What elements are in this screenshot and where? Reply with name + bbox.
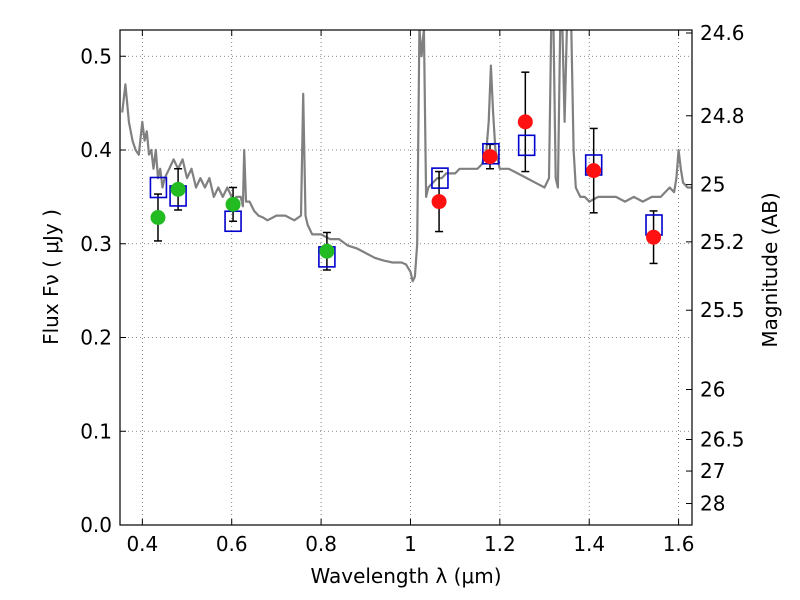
x-axis-title: Wavelength λ (μm) (310, 564, 501, 588)
grid-lines (120, 30, 692, 526)
x-tick-label: 1.4 (573, 532, 605, 556)
observed-point-marker (225, 196, 241, 212)
x-tick-label: 1.2 (484, 532, 516, 556)
right-tick-label: 25.5 (700, 298, 745, 322)
right-tick-label: 28 (700, 492, 725, 516)
right-tick-label: 24.8 (700, 104, 745, 128)
x-tick-label: 0.8 (305, 532, 337, 556)
markers-layer (149, 114, 663, 268)
x-tick-label: 0.4 (126, 532, 158, 556)
x-tick-label: 1 (404, 532, 417, 556)
observed-point-marker (586, 163, 602, 179)
observed-point-marker (150, 210, 166, 225)
plot-frame (119, 29, 693, 526)
y-tick-label: 0.1 (80, 419, 112, 443)
right-axis-title: Magnitude (AB) (758, 192, 782, 347)
observed-point-marker (482, 149, 498, 165)
ticks-layer: 0.4 0.6 0.8 1 1.2 1.4 1.6 0.0 0.1 0.2 0.3 0.4 0.5 24.… (80, 21, 744, 556)
y-tick-label: 0.4 (80, 138, 112, 162)
y-tick-label: 0.5 (80, 44, 112, 68)
model-spectrum-layer (121, 30, 692, 283)
observed-point-marker (319, 243, 335, 259)
observed-point-marker (517, 114, 533, 130)
right-tick-label: 25.2 (700, 230, 745, 254)
right-tick-label: 27 (700, 459, 725, 483)
y-tick-label: 0.0 (80, 513, 112, 537)
y-tick-label: 0.2 (80, 326, 112, 350)
model-square-marker (517, 134, 536, 157)
x-tick-label: 1.6 (663, 532, 695, 556)
error-bars-layer (153, 71, 658, 271)
y-tick-label: 0.3 (80, 232, 112, 256)
observed-point-marker (170, 181, 186, 197)
right-tick-label: 24.6 (700, 21, 745, 45)
right-tick-label: 26.5 (700, 427, 745, 451)
right-tick-label: 26 (700, 377, 725, 401)
model-square-marker (431, 167, 449, 189)
model-spectrum-line (121, 30, 692, 283)
y-axis-title: Flux Fν ( μJy ) (39, 209, 63, 345)
model-square-marker (149, 176, 168, 199)
observed-point-marker (431, 194, 447, 210)
right-tick-label: 25 (700, 173, 725, 197)
observed-point-marker (646, 229, 662, 245)
x-tick-label: 0.6 (216, 532, 248, 556)
